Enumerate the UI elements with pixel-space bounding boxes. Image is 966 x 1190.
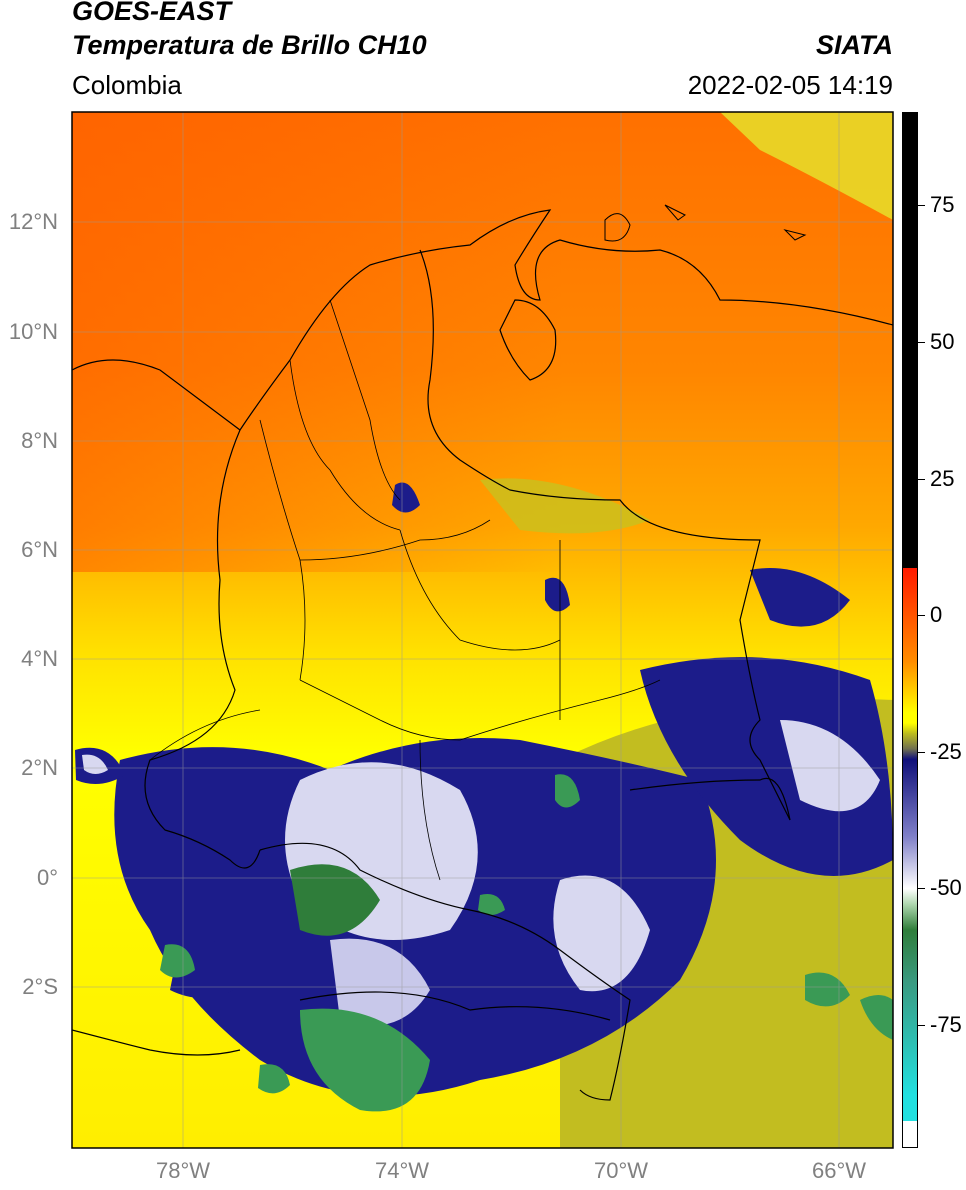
product-title: Temperatura de Brillo CH10 [72, 30, 427, 60]
colorbar-tick [918, 479, 925, 480]
lat-label-8n: 8°N [21, 428, 58, 453]
lat-label-6n: 6°N [21, 537, 58, 562]
lat-label-12n: 12°N [8, 209, 58, 234]
lat-label-10n: 10°N [8, 319, 58, 344]
region-label: Colombia [72, 70, 182, 100]
colorbar-label-25: 25 [930, 466, 955, 491]
colorbar-label-neg25: -25 [930, 739, 962, 764]
colorbar-tick [918, 888, 925, 889]
colorbar-label-neg75: -75 [930, 1012, 962, 1037]
lon-label-78w: 78°W [155, 1158, 211, 1183]
colorbar-tick [918, 205, 925, 206]
lon-label-74w: 74°W [374, 1158, 430, 1183]
timestamp-label: 2022-02-05 14:19 [687, 70, 893, 100]
colorbar-tick [918, 615, 925, 616]
colorbar-label-75: 75 [930, 192, 955, 217]
colorbar [902, 112, 918, 1148]
agency-label: SIATA [816, 30, 893, 60]
satellite-title: GOES-EAST [72, 0, 232, 26]
lon-label-66w: 66°W [811, 1158, 867, 1183]
colorbar-tick [918, 342, 925, 343]
lat-label-2s: 2°S [22, 974, 58, 999]
lat-label-0: 0° [36, 865, 58, 890]
colorbar-label-50: 50 [930, 329, 955, 354]
lon-label-70w: 70°W [593, 1158, 649, 1183]
colorbar-label-neg50: -50 [930, 875, 962, 900]
colorbar-tick [918, 1025, 925, 1026]
colorbar-label-0: 0 [930, 602, 943, 627]
lat-label-4n: 4°N [21, 646, 58, 671]
colorbar-tick [918, 752, 925, 753]
lat-label-2n: 2°N [21, 755, 58, 780]
